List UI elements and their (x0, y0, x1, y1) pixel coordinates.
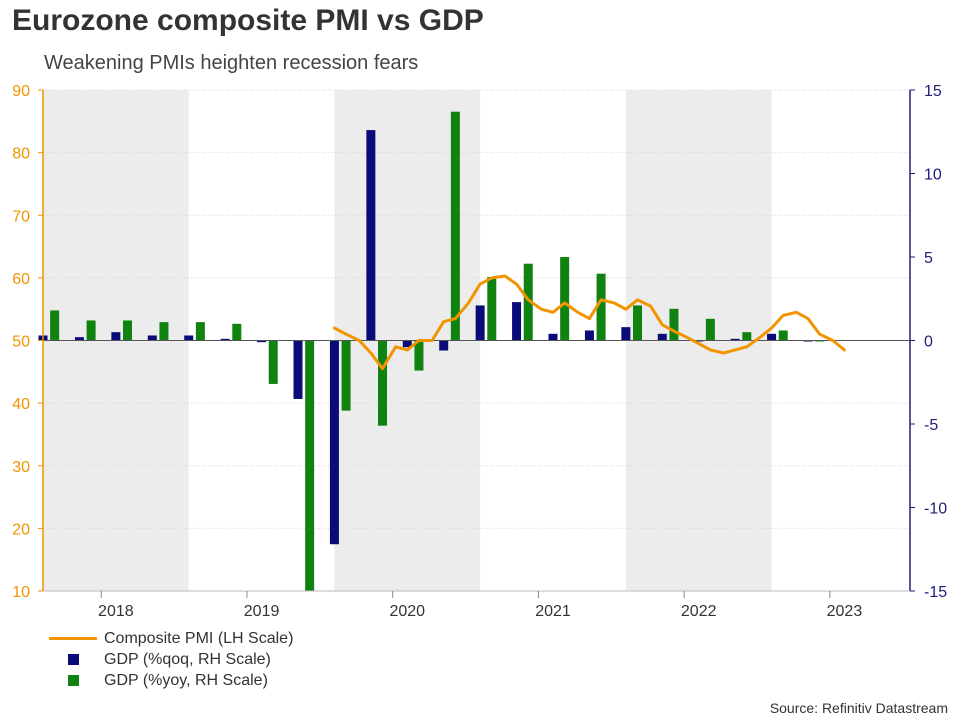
bar-gdp-qoq (439, 340, 449, 351)
left-axis-tick-label: 20 (12, 521, 30, 538)
left-axis-tick-label: 90 (12, 83, 30, 100)
bar-gdp-yoy (669, 308, 679, 341)
right-axis-tick-label: 5 (924, 250, 933, 267)
chart-legend: Composite PMI (LH Scale) GDP (%qoq, RH S… (48, 628, 293, 691)
x-axis-year-label: 2021 (535, 603, 571, 620)
right-axis-tick-label: 15 (924, 83, 942, 100)
right-axis-tick-label: 10 (924, 167, 942, 184)
bar-gdp-yoy (86, 320, 96, 341)
bar-gdp-yoy (596, 273, 606, 341)
legend-label-gdp-qoq: GDP (%qoq, RH Scale) (104, 650, 271, 668)
bar-gdp-yoy (487, 277, 497, 341)
left-axis-tick-label: 40 (12, 396, 30, 413)
bar-gdp-qoq (111, 332, 121, 341)
bar-gdp-qoq (475, 305, 485, 341)
bar-gdp-yoy (560, 257, 570, 341)
bar-gdp-qoq (366, 130, 376, 341)
legend-swatch-pmi (48, 637, 98, 640)
bar-gdp-qoq (730, 338, 740, 341)
bar-gdp-qoq (657, 333, 667, 341)
bar-gdp-yoy (268, 340, 278, 384)
bar-gdp-qoq (402, 340, 412, 348)
bar-gdp-yoy (378, 340, 388, 426)
bar-gdp-qoq (147, 335, 157, 341)
legend-label-pmi: Composite PMI (LH Scale) (104, 629, 294, 647)
bar-gdp-yoy (232, 323, 242, 341)
legend-item-gdp-yoy: GDP (%yoy, RH Scale) (48, 670, 293, 691)
right-axis-tick-label: 0 (924, 334, 933, 351)
bar-gdp-yoy (523, 263, 533, 341)
line-composite-pmi (332, 274, 846, 371)
bar-gdp-yoy (742, 332, 752, 341)
left-axis-tick-label: 50 (12, 334, 30, 351)
left-axis-tick-label: 30 (12, 459, 30, 476)
bar-gdp-qoq (293, 340, 303, 399)
bar-gdp-qoq (220, 338, 230, 341)
bar-gdp-yoy (159, 322, 169, 341)
bar-gdp-qoq (257, 340, 267, 343)
bar-gdp-qoq (74, 337, 84, 341)
bar-gdp-yoy (50, 310, 60, 341)
x-axis-year-label: 2018 (98, 603, 134, 620)
right-axis-tick-label: -5 (924, 417, 938, 434)
bar-gdp-yoy (778, 330, 788, 341)
chart-subtitle: Weakening PMIs heighten recession fears (44, 52, 419, 74)
legend-item-pmi: Composite PMI (LH Scale) (48, 628, 293, 649)
right-axis-tick-label: -15 (924, 584, 947, 601)
legend-swatch-gdp-yoy (48, 675, 98, 686)
legend-label-gdp-yoy: GDP (%yoy, RH Scale) (104, 671, 268, 689)
legend-swatch-gdp-qoq (48, 654, 98, 665)
bar-gdp-yoy (123, 320, 133, 341)
bar-gdp-yoy (705, 318, 715, 341)
left-axis-tick-label: 10 (12, 584, 30, 601)
bar-gdp-yoy (195, 322, 205, 341)
left-axis-tick-label: 60 (12, 271, 30, 288)
bar-gdp-qoq (548, 333, 558, 341)
bar-gdp-qoq (512, 302, 522, 341)
x-axis-year-label: 2020 (389, 603, 425, 620)
bar-gdp-qoq (184, 335, 194, 341)
x-axis-year-label: 2023 (827, 603, 863, 620)
source-note: Source: Refinitiv Datastream (769, 700, 948, 716)
left-axis-tick-label: 80 (12, 146, 30, 163)
chart-title: Eurozone composite PMI vs GDP (12, 4, 484, 37)
x-axis-year-label: 2022 (681, 603, 717, 620)
bar-gdp-yoy (341, 340, 351, 411)
bar-gdp-yoy (414, 340, 424, 371)
bar-gdp-yoy (450, 111, 460, 341)
left-axis-tick-label: 70 (12, 208, 30, 225)
legend-item-gdp-qoq: GDP (%qoq, RH Scale) (48, 649, 293, 670)
x-axis-year-label: 2019 (244, 603, 280, 620)
right-axis-tick-label: -10 (924, 501, 947, 518)
bar-gdp-yoy (305, 340, 315, 591)
bar-gdp-qoq (621, 327, 631, 341)
bar-gdp-qoq (584, 330, 594, 341)
bar-gdp-yoy (633, 305, 643, 341)
bar-gdp-qoq (767, 333, 777, 341)
bar-gdp-qoq (329, 340, 339, 545)
